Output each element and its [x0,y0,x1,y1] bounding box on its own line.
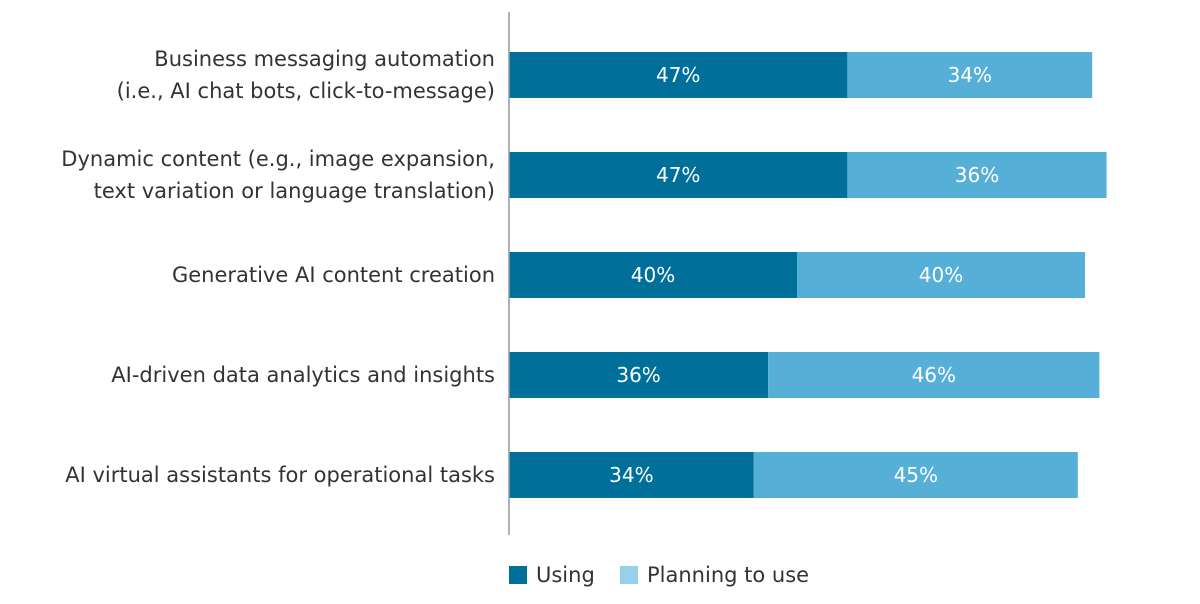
category-label-1-line-1: Business messaging automation [154,47,495,71]
category-label-4: AI-driven data analytics and insights [111,363,495,387]
category-label-3: Generative AI content creation [172,263,495,287]
data-label-planning-4: 46% [912,363,956,387]
legend-swatch-using [509,566,527,584]
legend-label-planning: Planning to use [647,563,809,587]
bar-planning-3 [797,252,1085,298]
bar-planning-4 [768,352,1100,398]
category-label-2-line-1: Dynamic content (e.g., image expansion, [61,147,495,171]
data-label-planning-5: 45% [894,463,938,487]
data-label-using-3: 40% [631,263,675,287]
bar-using-5 [509,452,754,498]
bar-planning-2 [847,152,1107,198]
data-label-using-2: 47% [656,163,700,187]
data-label-using-5: 34% [609,463,653,487]
data-label-planning-3: 40% [919,263,963,287]
bar-planning-5 [753,452,1078,498]
bar-planning-1 [847,52,1093,98]
legend-label-using: Using [536,563,595,587]
bar-using-3 [509,252,797,298]
category-label-1-line-2: (i.e., AI chat bots, click-to-message) [117,79,495,103]
data-label-planning-1: 34% [948,63,992,87]
data-label-using-1: 47% [656,63,700,87]
category-label-2-line-2: text variation or language translation) [94,179,495,203]
bar-using-2 [509,152,848,198]
bar-using-1 [509,52,848,98]
legend-swatch-planning [620,566,638,584]
data-label-using-4: 36% [616,363,660,387]
category-label-5: AI virtual assistants for operational ta… [65,463,495,487]
data-label-planning-2: 36% [955,163,999,187]
bar-using-4 [509,352,769,398]
